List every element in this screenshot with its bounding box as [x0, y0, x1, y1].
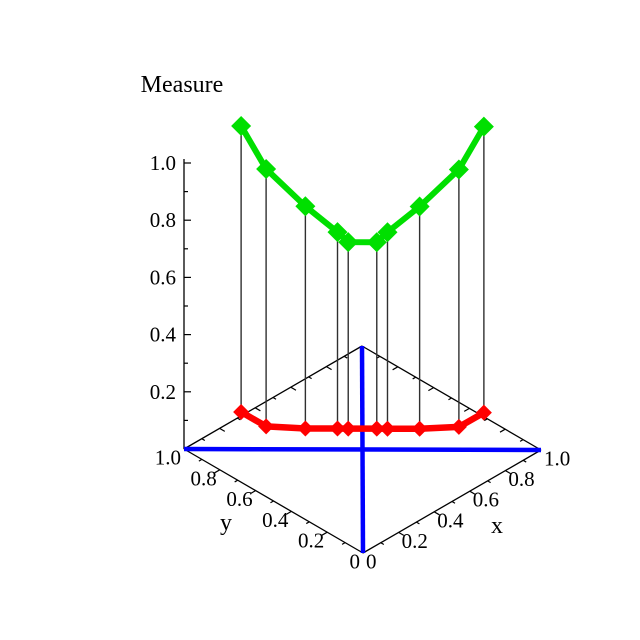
upper-curve-marker: [231, 115, 252, 136]
x-tick-label: 0: [366, 550, 377, 574]
x-axis-tick: [451, 500, 456, 504]
z-tick-label: 0.8: [150, 208, 176, 232]
x-axis-tick: [433, 511, 440, 516]
lower-curve-line: [237, 408, 488, 433]
x-tick-label: 0.2: [402, 529, 428, 553]
x-axis-tick: [416, 521, 420, 525]
x-tick-label: 0.4: [437, 508, 464, 532]
back-edge-tick: [326, 366, 332, 371]
back-edge-tick: [483, 418, 488, 422]
back-edge-tick: [272, 396, 277, 400]
x-tick-label: 1.0: [544, 447, 570, 471]
back-edge-tick: [219, 427, 226, 432]
lower-curve-marker: [297, 420, 314, 437]
y-axis-tick: [341, 542, 346, 545]
upper-curve-marker: [256, 158, 277, 179]
y-axis-title: y: [220, 510, 232, 536]
back-edge-tick: [519, 439, 524, 442]
y-axis-tick: [305, 521, 310, 525]
back-edge-tick: [392, 366, 399, 371]
back-edge-tick: [448, 397, 452, 401]
base-diagonal-horizontal: [183, 446, 542, 453]
back-edge-tick: [428, 387, 434, 392]
lower-curve-marker: [475, 404, 492, 421]
y-axis-tick: [234, 479, 239, 483]
lower-curve-marker: [368, 420, 385, 437]
x-axis-tick: [505, 470, 511, 475]
y-axis-tick: [285, 510, 292, 515]
y-tick-label: 0: [350, 550, 361, 574]
x-axis-tick: [487, 480, 491, 484]
upper-curve-marker: [448, 159, 469, 180]
lower-curve-marker: [233, 403, 250, 420]
back-edge-tick: [308, 376, 312, 380]
x-axis-tick: [522, 459, 527, 463]
back-edge-tick: [290, 386, 297, 391]
y-tick-label: 0.2: [298, 529, 324, 553]
back-edge-tick: [237, 417, 241, 421]
y-axis-tick: [198, 458, 203, 462]
z-tick-label: 1.0: [150, 151, 176, 175]
back-edge-tick: [343, 355, 348, 359]
lower-curve-marker: [340, 420, 357, 437]
x-axis-tick: [398, 531, 405, 536]
z-tick-label: 0.6: [150, 265, 176, 289]
y-axis-tick: [250, 490, 256, 495]
upper-curve-line: [238, 122, 487, 246]
x-axis-title: x: [491, 513, 503, 539]
z-axis-title: Measure: [140, 72, 224, 98]
y-tick-label: 0.6: [226, 487, 252, 511]
back-edge-tick: [201, 438, 206, 441]
x-tick-label: 0.8: [508, 467, 534, 491]
z-tick-label: 0.2: [150, 380, 176, 404]
upper-curve-marker: [409, 196, 430, 217]
upper-curve-marker: [295, 196, 316, 217]
y-tick-label: 0.8: [191, 466, 217, 490]
upper-curve-marker: [327, 222, 348, 243]
lower-curve-marker: [258, 418, 275, 435]
back-edge-tick: [499, 428, 506, 433]
y-axis-tick: [214, 469, 221, 474]
lower-curve-marker: [329, 420, 346, 437]
upper-curve-marker: [338, 232, 359, 253]
upper-curve-marker: [377, 222, 398, 243]
z-tick-label: 0.4: [150, 323, 177, 347]
x-axis-tick: [380, 542, 385, 545]
y-tick-label: 1.0: [155, 446, 181, 470]
back-edge-tick: [463, 407, 470, 412]
y-axis-tick: [321, 531, 328, 536]
lower-curve-marker: [379, 420, 396, 437]
y-axis-tick: [270, 500, 274, 504]
y-tick-label: 0.4: [262, 508, 289, 532]
back-edge-tick: [254, 407, 261, 412]
lower-curve-marker: [450, 418, 467, 435]
upper-curve-marker: [366, 232, 387, 253]
upper-curve-marker: [473, 116, 494, 137]
back-edge-tick: [412, 376, 417, 380]
lower-curve-marker: [411, 420, 428, 437]
x-axis-tick: [469, 490, 476, 495]
x-tick-label: 0.6: [473, 488, 499, 512]
